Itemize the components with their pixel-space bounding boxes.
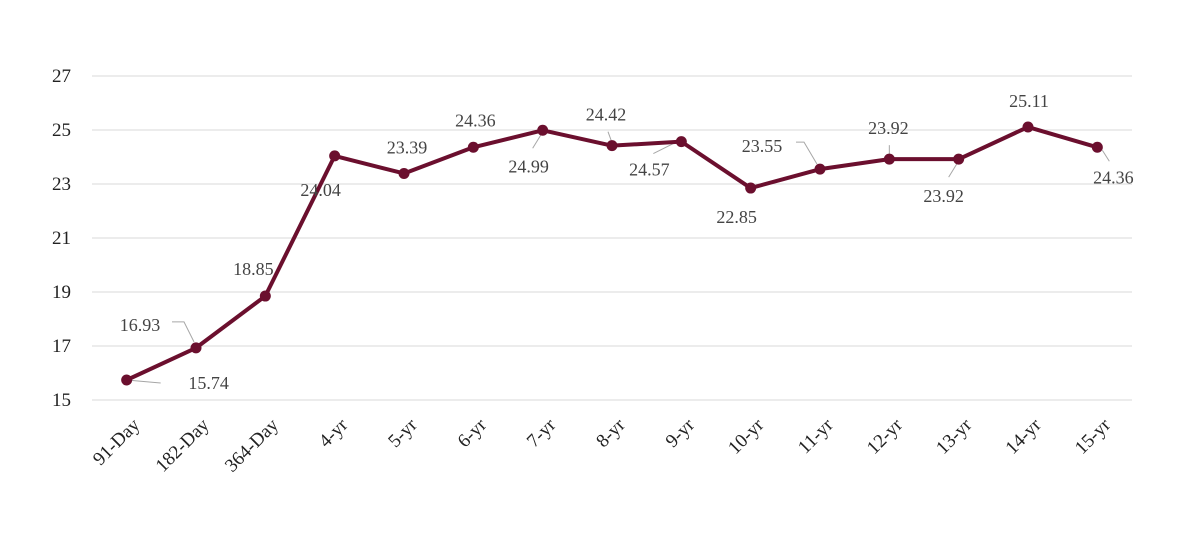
y-tick-label: 25 (52, 120, 71, 141)
x-tick-label: 182-Day (152, 414, 214, 476)
x-tick-label: 5-yr (384, 414, 422, 452)
leader-line (532, 135, 542, 149)
y-tick-label: 19 (52, 282, 71, 303)
x-tick-label: 7-yr (523, 414, 561, 452)
data-labels: 15.74 16.93 18.85 24.04 23.39 24.36 24.99 24.42… (120, 91, 1134, 393)
data-point (537, 124, 549, 136)
data-point (953, 153, 965, 165)
data-label: 18.85 (233, 259, 274, 279)
leader-line (653, 142, 676, 155)
series-yield (121, 121, 1103, 386)
data-label: 23.39 (387, 137, 428, 157)
leader-line (126, 379, 161, 384)
y-tick-label: 21 (52, 228, 71, 249)
x-axis-tick-labels: 91-Day 182-Day 364-Day 4-yr 5-yr 6-yr 7-yr 8-yr… (89, 414, 1115, 476)
y-tick-label: 27 (52, 66, 71, 87)
data-label: 23.92 (868, 118, 909, 138)
data-label: 16.93 (120, 315, 161, 335)
x-tick-label: 13-yr (932, 414, 976, 458)
x-tick-label: 364-Day (221, 414, 283, 476)
x-tick-label: 14-yr (1002, 414, 1046, 458)
leader-line (948, 163, 958, 178)
x-tick-label: 10-yr (724, 414, 768, 458)
data-label: 15.74 (188, 373, 229, 393)
data-label: 23.55 (742, 136, 783, 156)
data-point (675, 136, 687, 148)
x-tick-label: 8-yr (592, 414, 630, 452)
x-tick-label: 11-yr (794, 414, 838, 458)
y-tick-label: 17 (52, 336, 71, 357)
data-point (329, 150, 341, 162)
y-axis-tick-labels: 15 17 19 21 23 25 27 (52, 66, 71, 411)
data-point (883, 153, 895, 165)
leader-line (796, 141, 818, 165)
data-point (467, 141, 479, 153)
data-label: 24.04 (300, 180, 341, 200)
x-tick-label: 91-Day (89, 414, 144, 469)
x-tick-label: 4-yr (315, 414, 353, 452)
data-point (1091, 141, 1103, 153)
data-point (1022, 121, 1034, 133)
data-point (121, 374, 133, 386)
y-tick-label: 23 (52, 174, 71, 195)
x-tick-label: 9-yr (662, 414, 700, 452)
x-tick-label: 15-yr (1071, 414, 1115, 458)
data-label: 24.36 (455, 110, 496, 130)
x-tick-label: 6-yr (454, 414, 492, 452)
data-point (606, 140, 618, 152)
leader-line (1101, 150, 1110, 162)
data-label-leader-lines (126, 131, 1110, 384)
data-label: 22.85 (716, 207, 757, 227)
data-label: 25.11 (1009, 91, 1049, 111)
x-tick-label: 12-yr (863, 414, 907, 458)
y-tick-label: 15 (52, 390, 71, 411)
data-label: 24.42 (586, 105, 627, 125)
data-label: 24.36 (1093, 167, 1134, 187)
data-point (814, 163, 826, 175)
data-label: 24.57 (629, 160, 670, 180)
data-point (745, 182, 757, 194)
leader-line (172, 321, 195, 343)
data-point (259, 290, 271, 302)
data-label: 24.99 (508, 156, 549, 176)
data-point (398, 167, 410, 179)
data-label: 23.92 (923, 186, 964, 206)
series-line (124, 125, 1100, 383)
data-point (190, 342, 202, 354)
